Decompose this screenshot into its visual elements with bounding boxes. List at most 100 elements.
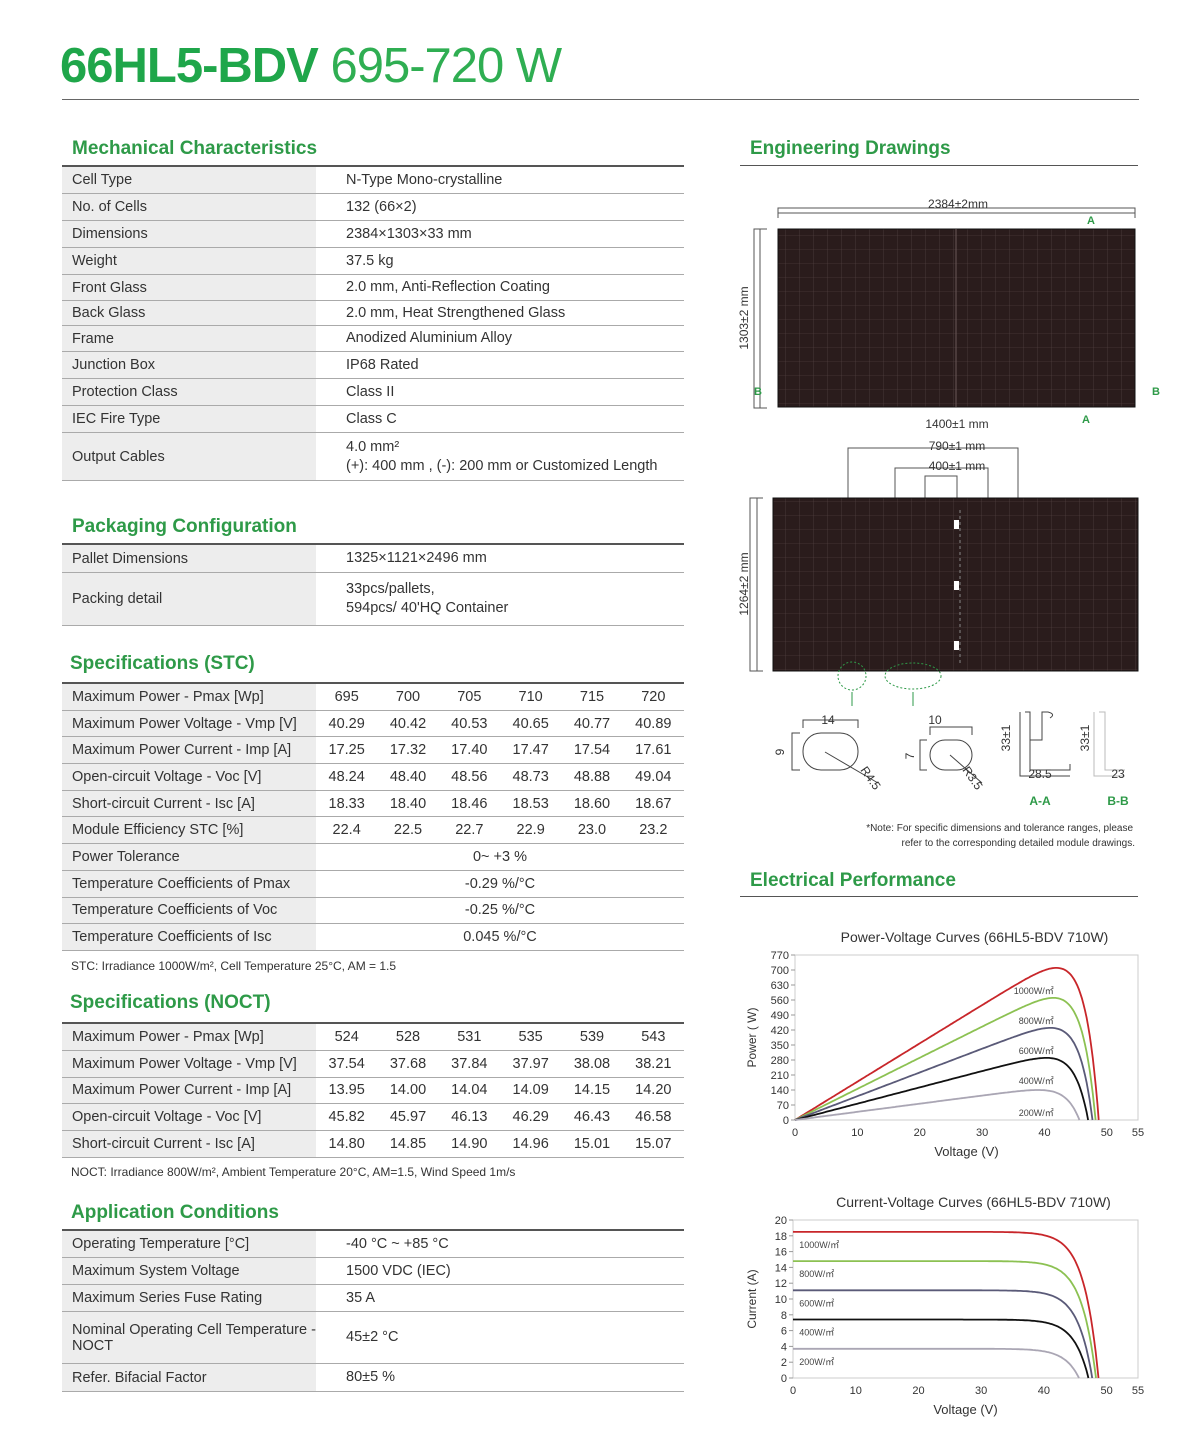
row-value: 1325×1121×2496 mm <box>316 545 684 572</box>
table-row: Weight 37.5 kg <box>62 248 684 275</box>
row-label: Short-circuit Current - Isc [A] <box>62 790 316 817</box>
mounting-hole-small <box>929 739 973 771</box>
packaging-table: Pallet Dimensions 1325×1121×2496 mm Packin… <box>62 543 684 626</box>
table-row: Maximum System Voltage 1500 VDC (IEC) <box>62 1258 684 1285</box>
title-divider <box>62 99 1139 100</box>
y-tick-label: 8 <box>781 1310 787 1322</box>
y-tick-label: 560 <box>771 995 789 1007</box>
x-axis-label: Voltage (V) <box>933 1402 997 1417</box>
power-voltage-chart: Power-Voltage Curves (66HL5-BDV 710W) 0 70… <box>745 929 1144 1159</box>
value-cell: 14.09 <box>512 1082 549 1099</box>
value-cell: 695 <box>334 688 359 705</box>
series-line <box>794 997 1097 1121</box>
table-row: Maximum Power Voltage - Vmp [V] 40.29 40.4… <box>62 710 684 738</box>
x-tick-label: 55 <box>1132 1385 1144 1397</box>
row-label: Maximum Power - Pmax [Wp] <box>62 1024 316 1050</box>
row-value: -40 °C ~ +85 °C <box>316 1231 684 1257</box>
mechanical-heading: Mechanical Characteristics <box>72 138 318 159</box>
series-label: 1000W/㎡ <box>1014 986 1054 996</box>
series-line <box>793 1347 1080 1379</box>
value-line: 594pcs/ 40'HQ Container <box>346 600 509 616</box>
row-label: Maximum Power - Pmax [Wp] <box>62 684 316 710</box>
y-tick-label: 280 <box>771 1055 789 1067</box>
series-label: 800W/㎡ <box>1019 1016 1054 1026</box>
y-tick-label: 4 <box>781 1341 787 1353</box>
engineering-drawings: 2384±2mm 1303±2 mm 1400±1 mm 790±1 mm 40… <box>737 197 1160 849</box>
value-line: -40 °C ~ +85 °C <box>346 1235 449 1252</box>
row-label: Short-circuit Current - Isc [A] <box>62 1131 316 1157</box>
y-tick-label: 12 <box>775 1278 787 1290</box>
value-cell: 14.85 <box>389 1136 427 1153</box>
plot-area <box>792 1219 1139 1379</box>
x-tick-label: 0 <box>790 1385 796 1397</box>
row-value: 2.0 mm, Anti-Reflection Coating <box>316 275 684 300</box>
value-cell: 17.25 <box>328 742 365 759</box>
section-aa-label: A-A <box>1029 794 1051 808</box>
value-cell: 38.08 <box>573 1055 611 1072</box>
value-cell: 14.20 <box>635 1082 672 1099</box>
series-line <box>794 1089 1081 1121</box>
table-row: Frame Anodized Aluminium Alloy <box>62 326 684 352</box>
table-row: Maximum Power Current - Imp [A] 17.25 17.3… <box>62 737 684 765</box>
noct-heading: Specifications (NOCT) <box>70 992 271 1013</box>
x-tick-label: 20 <box>912 1385 924 1397</box>
noct-table: Maximum Power - Pmax [Wp] 524 528 531 535 539… <box>62 1022 684 1158</box>
y-tick-label: 630 <box>771 980 789 992</box>
row-label: Front Glass <box>62 275 316 300</box>
row-value: 35 A <box>316 1285 684 1311</box>
stc-note: STC: Irradiance 1000W/m², Cell Temperatu… <box>71 959 397 973</box>
row-values: 37.54 37.68 37.84 37.97 38.08 38.21 <box>316 1051 684 1077</box>
value-cell: 715 <box>579 688 605 705</box>
row-value: 132 (66×2) <box>316 194 684 220</box>
table-row: Temperature Coefficients of Isc 0.045 %/°… <box>62 924 684 951</box>
x-tick-label: 10 <box>850 1385 862 1397</box>
table-row: Temperature Coefficients of Voc -0.25 %/°… <box>62 897 684 925</box>
stc-heading: Specifications (STC) <box>70 653 255 674</box>
row-value: -0.25 %/°C <box>464 902 536 919</box>
value-cell: 46.58 <box>635 1109 672 1126</box>
series-line <box>793 1260 1097 1379</box>
model-name: 66HL5-BDV <box>60 39 319 93</box>
y-tick-label: 770 <box>771 950 789 962</box>
value-cell: 37.68 <box>389 1055 427 1072</box>
y-tick-label: 140 <box>771 1085 789 1097</box>
row-label: Junction Box <box>62 352 316 378</box>
series-line <box>792 1230 1100 1379</box>
row-label: Maximum System Voltage <box>62 1258 316 1284</box>
value-cell: 18.67 <box>635 795 672 812</box>
row-values: 18.33 18.40 18.46 18.53 18.60 18.67 <box>316 791 684 817</box>
row-values: 40.29 40.42 40.53 40.65 40.77 40.89 <box>316 711 684 737</box>
value-cell: 40.29 <box>328 715 365 732</box>
row-label: Module Efficiency STC [%] <box>62 817 316 844</box>
electrical-heading: Electrical Performance <box>750 870 956 891</box>
x-tick-label: 10 <box>851 1127 863 1139</box>
table-row: IEC Fire Type Class C <box>62 406 684 433</box>
value-line: 2.0 mm, Heat Strengthened Glass <box>346 304 566 321</box>
row-value: -0.29 %/°C <box>464 875 536 892</box>
table-row: Operating Temperature [°C] -40 °C ~ +85 °… <box>62 1231 684 1258</box>
row-label: Operating Temperature [°C] <box>62 1231 316 1257</box>
row-value: 80±5 % <box>316 1364 684 1391</box>
value-cell: 700 <box>395 688 421 705</box>
value-line: 2.0 mm, Anti-Reflection Coating <box>346 279 550 295</box>
row-label: Dimensions <box>62 221 316 247</box>
value-cell: 22.4 <box>332 822 361 839</box>
power-range: 695-720 W <box>330 39 562 93</box>
x-tick-label: 50 <box>1101 1385 1113 1397</box>
row-label: No. of Cells <box>62 194 316 220</box>
x-tick-label: 40 <box>1038 1385 1050 1397</box>
page-title: 66HL5-BDV 695-720 W <box>60 38 562 94</box>
hole1-radius: R4.5 <box>858 764 884 793</box>
series-line <box>793 1289 1094 1379</box>
value-line: N-Type Mono-crystalline <box>346 171 503 188</box>
row-value: 2384×1303×33 mm <box>316 221 684 247</box>
value-cell: 22.7 <box>455 822 484 839</box>
row-value: 33pcs/pallets, 594pcs/ 40'HQ Container <box>316 573 684 625</box>
value-line: IP68 Rated <box>346 356 419 373</box>
application-heading: Application Conditions <box>71 1202 279 1223</box>
row-values: 524 528 531 535 539 543 <box>316 1024 684 1050</box>
row-label: Power Tolerance <box>62 844 316 870</box>
row-value: 4.0 mm² (+): 400 mm , (-): 200 mm or Cust… <box>316 433 684 480</box>
noct-note: NOCT: Irradiance 800W/m², Ambient Temper… <box>71 1165 516 1179</box>
value-cell: 45.82 <box>328 1109 365 1126</box>
